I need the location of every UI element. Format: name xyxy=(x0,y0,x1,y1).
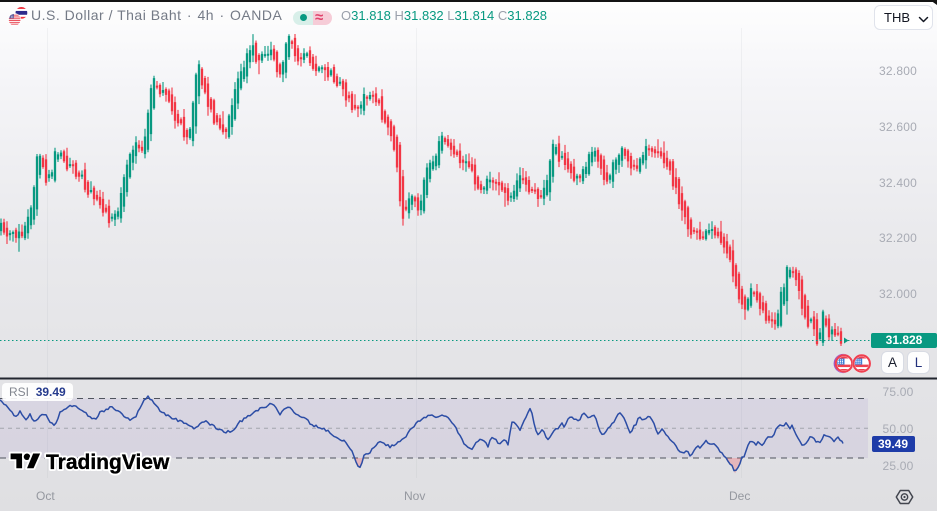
svg-text:TradingView: TradingView xyxy=(46,451,170,474)
svg-text:TradingView: TradingView xyxy=(46,451,170,474)
